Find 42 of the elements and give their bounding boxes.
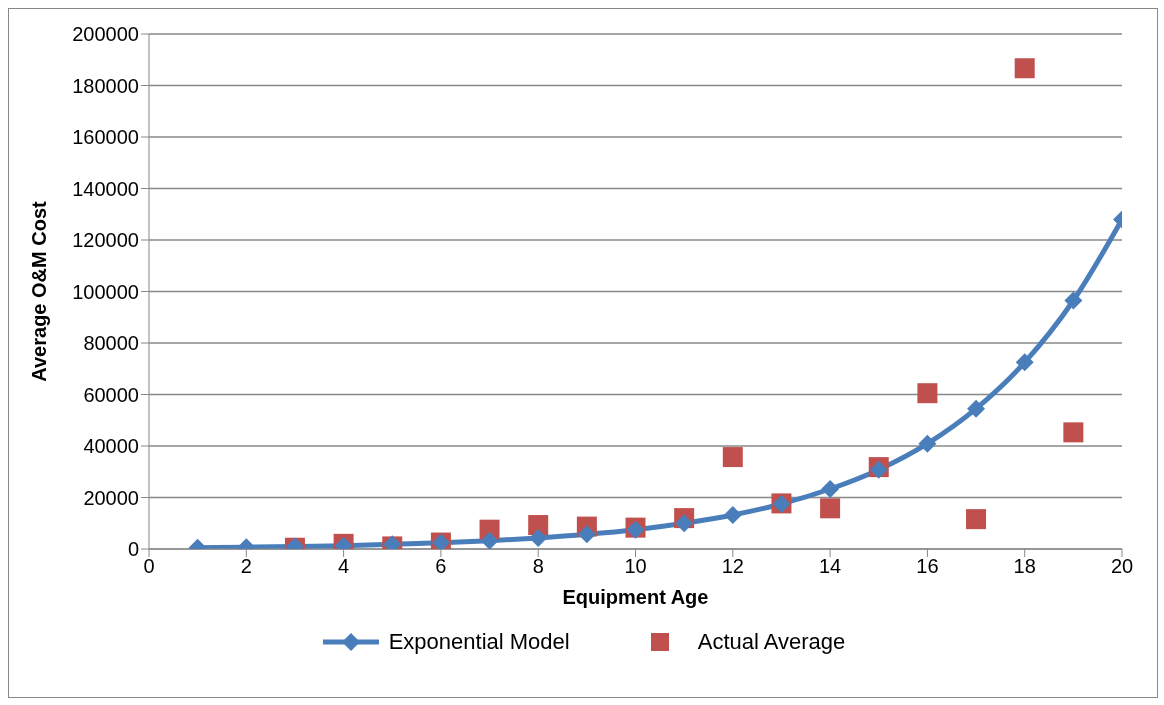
point <box>821 480 840 498</box>
y-tick-label: 140000 <box>72 177 139 200</box>
point <box>918 434 937 453</box>
y-tick-label: 160000 <box>72 126 139 149</box>
point <box>820 498 841 519</box>
point <box>723 506 742 525</box>
x-tick-label: 0 <box>143 555 155 578</box>
x-tick-label: 6 <box>435 555 447 578</box>
point <box>967 399 986 418</box>
point <box>480 531 499 549</box>
y-tick-label: 80000 <box>83 332 139 355</box>
x-axis-title: Equipment Age <box>562 586 709 608</box>
y-tick-label: 20000 <box>83 486 139 509</box>
x-tick-label: 18 <box>1013 555 1036 578</box>
point <box>722 447 743 468</box>
x-tick-label: 20 <box>1110 555 1134 578</box>
point <box>577 525 596 544</box>
y-tick-label: 200000 <box>72 23 139 46</box>
y-tick-label: 40000 <box>83 435 139 458</box>
point <box>1063 422 1084 443</box>
point <box>1015 353 1034 372</box>
x-tick-label: 2 <box>240 555 252 578</box>
x-tick-label: 12 <box>721 555 744 578</box>
point <box>1014 58 1035 79</box>
point <box>1064 291 1083 310</box>
y-axis-title: Average O&M Cost <box>28 200 51 382</box>
y-tick-label: 0 <box>127 538 139 561</box>
x-tick-label: 14 <box>818 555 842 578</box>
x-tick-label: 10 <box>624 555 647 578</box>
x-tick-label: 16 <box>916 555 939 578</box>
legend-label: Exponential Model <box>388 629 570 655</box>
x-tick-label: 8 <box>532 555 544 578</box>
y-tick-label: 180000 <box>72 74 139 97</box>
legend-label: Actual Average <box>697 629 846 655</box>
point <box>675 514 694 533</box>
x-tick-label: 4 <box>338 555 350 578</box>
point <box>528 515 549 536</box>
y-tick-label: 120000 <box>72 229 139 252</box>
y-tick-label: 100000 <box>72 280 139 303</box>
point <box>917 383 938 404</box>
y-tick-label: 60000 <box>83 383 139 406</box>
point <box>966 509 987 530</box>
